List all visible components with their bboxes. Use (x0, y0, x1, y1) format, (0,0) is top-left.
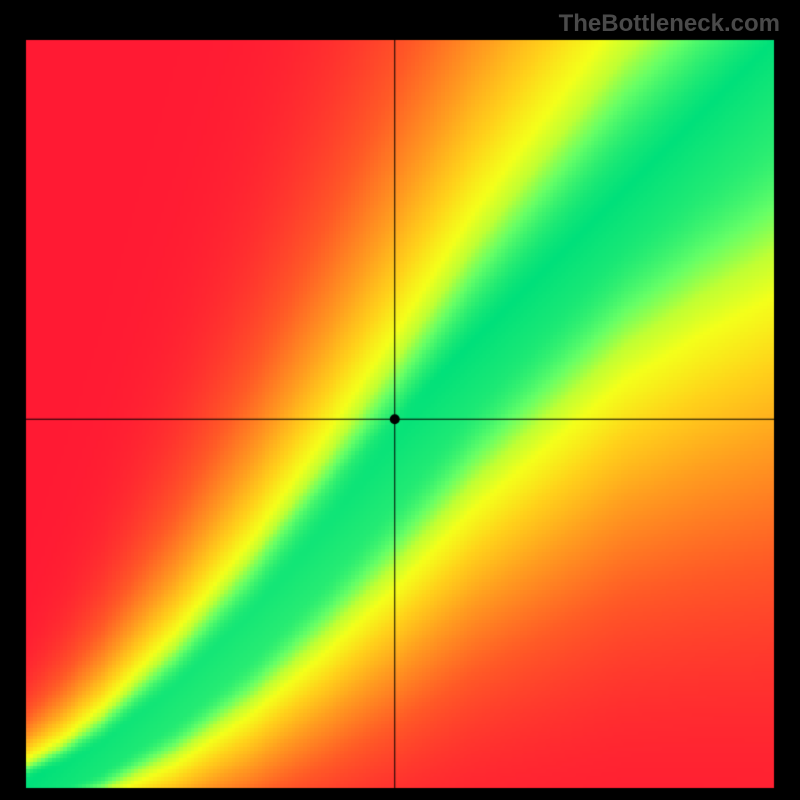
bottleneck-heatmap (0, 0, 800, 800)
watermark-text: TheBottleneck.com (559, 10, 780, 38)
chart-container: TheBottleneck.com (0, 0, 800, 800)
